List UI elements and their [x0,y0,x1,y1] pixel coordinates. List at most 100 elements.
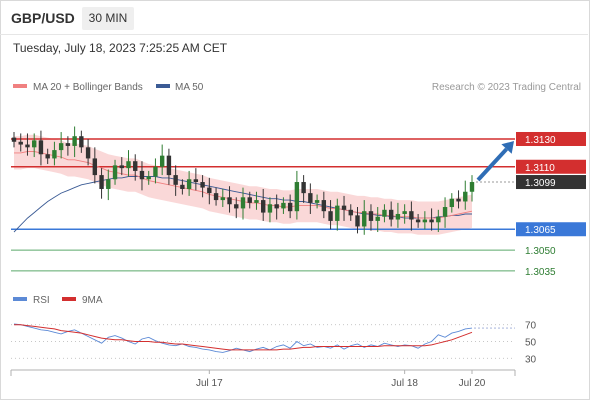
candle-down [79,136,84,148]
level-labels: 1.3130 1.3110 1.3099 1.3065 1.3050 1.3035 [516,131,586,278]
candle-down [368,211,374,221]
candle-down [99,175,104,189]
rsi-legend-label: RSI [33,295,50,306]
candle-down [247,197,252,203]
candle-down [429,219,434,223]
candle-up [186,179,192,189]
forecast-arrow-shaft [476,147,509,182]
ma50-legend-swatch [156,84,170,88]
price-legend: MA 20 + Bollinger Bands MA 50 [13,82,204,93]
timeframe-badge[interactable]: 30 MIN [82,7,134,30]
candle-down [227,197,232,205]
candle-down [274,204,279,209]
candle-up [58,143,64,151]
forecast-arrow [476,141,514,182]
ma9-legend-label: 9MA [82,295,103,306]
candle-up [240,197,246,209]
candle-down [25,144,30,148]
candle-up [146,176,151,180]
candle-down [348,209,353,216]
candles [11,126,475,235]
candle-up [402,211,407,214]
current-price-label: 1.3099 [525,178,556,189]
candle-up [442,207,448,217]
level-label-resistance: 1.3130 [525,135,556,146]
current-price-box [516,175,586,190]
candle-up [362,211,367,227]
candle-up [126,161,131,169]
ma20-legend-label: MA 20 + Bollinger Bands [33,82,143,93]
credit-text: Research © 2023 Trading Central [432,82,581,93]
candle-up [153,166,158,177]
rsi-tick-label: 50 [525,338,537,349]
candle-down [388,209,394,220]
candle-down [193,179,199,183]
candle-down [261,200,266,213]
candle-down [409,211,414,220]
level-box-resistance [516,131,586,146]
candle-down [200,182,205,188]
rsi-ma-line [14,324,473,351]
candle-down [213,193,219,201]
candle-down [38,140,44,155]
rsi-legend-swatch [13,297,27,301]
candle-down [341,205,347,210]
currency-pair-title: GBP/USD [11,10,75,26]
candle-down [139,170,145,180]
candle-down [180,184,185,189]
rsi-tick-label: 70 [525,321,537,332]
ma50-legend-label: MA 50 [175,82,204,93]
candle-up [422,219,428,223]
candle-up [254,200,259,203]
candle-down [133,161,138,171]
candle-down [166,155,172,176]
level-box-pivot [516,222,586,237]
candle-up [159,155,165,167]
candle-down [321,200,327,212]
candle-up [294,182,300,212]
candle-up [106,179,111,189]
rsi-tick-label: 30 [525,354,537,365]
level-label-resistance: 1.3110 [525,163,555,174]
header-divider [0,34,588,35]
candle-up [281,202,286,209]
candle-down [65,143,71,146]
candle-up [335,205,340,221]
rsi-legend: RSI 9MA [13,295,103,306]
candle-down [207,187,212,194]
rsi-panel: 70 50 30 [11,321,537,365]
x-tick-label: Jul 18 [391,378,418,389]
candle-up [463,191,468,202]
candle-up [382,209,387,217]
candle-down [173,175,178,185]
candle-up [220,197,225,201]
candle-down [301,182,306,194]
x-tick-label: Jul 20 [459,378,486,389]
x-axis-ticks: Jul 17 Jul 18 Jul 20 [196,370,486,389]
support-label: 1.3050 [525,246,556,257]
forecast-arrow-head [501,141,514,154]
candle-up [436,216,441,223]
candle-down [119,165,124,169]
timestamp: Tuesday, July 18, 2023 7:25:25 AM CET [13,41,228,55]
candle-down [45,154,50,159]
candle-down [308,193,313,203]
rsi-line [13,323,473,353]
candle-up [267,204,273,213]
level-label-pivot: 1.3065 [525,225,556,236]
candle-down [234,204,239,209]
candle-up [449,198,454,208]
ma9-legend-swatch [62,297,76,301]
candle-down [85,147,91,159]
candle-up [52,150,57,159]
candle-down [18,141,23,145]
candle-up [112,165,118,180]
support-label: 1.3035 [525,267,556,278]
candle-up [72,136,77,146]
candle-up [469,182,475,192]
candle-down [355,215,360,227]
candle-up [32,140,37,148]
ma20-legend-swatch [13,84,27,88]
candle-down [328,211,333,221]
